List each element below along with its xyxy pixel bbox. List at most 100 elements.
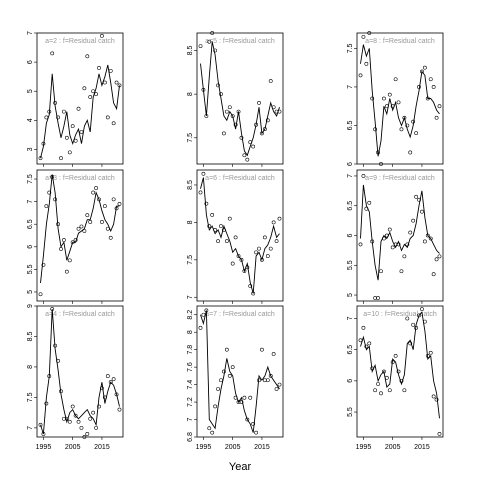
data-point — [414, 325, 418, 330]
y-tick-label: 7 — [347, 174, 354, 178]
data-point — [411, 322, 416, 327]
y-tick-label: 8 — [187, 220, 194, 224]
data-point — [387, 92, 392, 97]
data-point — [59, 389, 63, 394]
y-tick-label: 7 — [187, 417, 194, 421]
data-point — [204, 308, 209, 313]
data-point — [367, 341, 372, 346]
data-point — [390, 360, 395, 365]
data-point — [85, 54, 90, 59]
data-point — [198, 325, 203, 330]
data-point — [41, 432, 46, 436]
data-point — [425, 233, 430, 238]
data-point — [431, 85, 436, 89]
data-point — [224, 239, 229, 244]
data-point — [47, 374, 52, 378]
data-point — [100, 220, 104, 224]
data-point — [361, 34, 366, 39]
data-point — [207, 39, 212, 44]
data-point — [387, 388, 392, 393]
panel-frame — [196, 32, 284, 165]
data-point — [396, 369, 401, 374]
data-point — [50, 307, 55, 311]
data-point — [417, 85, 421, 89]
data-point — [62, 238, 66, 242]
data-point — [79, 224, 84, 229]
data-point — [245, 265, 250, 270]
data-point — [242, 153, 247, 158]
y-tick-label: 8 — [187, 330, 194, 334]
data-point — [431, 394, 436, 399]
data-point — [277, 382, 282, 387]
data-point — [201, 87, 206, 92]
data-point — [59, 156, 63, 161]
data-point — [64, 135, 69, 140]
data-point — [361, 325, 366, 330]
data-point — [224, 347, 229, 352]
data-point — [213, 227, 218, 232]
data-point — [88, 95, 93, 99]
x-tick-label: 2015 — [414, 444, 430, 451]
data-point — [428, 236, 433, 241]
data-point — [94, 186, 98, 190]
data-point — [97, 404, 101, 409]
data-point — [420, 307, 424, 312]
data-point — [382, 96, 386, 101]
data-point — [105, 226, 110, 231]
fitted-line — [40, 308, 120, 435]
data-point — [245, 157, 250, 162]
fitted-line — [360, 184, 440, 281]
data-point — [239, 257, 244, 262]
data-point — [384, 375, 389, 380]
data-point — [56, 115, 60, 120]
data-point — [358, 73, 363, 78]
data-point — [204, 201, 209, 206]
y-tick-label: 7 — [347, 85, 354, 89]
panel-6: 5 5.5 6 6.5 7 a=9 : f=Residual catch — [347, 169, 444, 304]
data-point — [408, 150, 413, 155]
data-point — [437, 431, 442, 436]
data-point — [367, 200, 372, 205]
panel-frame — [356, 32, 444, 165]
y-tick-label: 9 — [27, 304, 34, 308]
y-tick-label: 5 — [27, 89, 34, 93]
data-point — [94, 425, 98, 430]
data-point — [239, 135, 244, 140]
data-point — [260, 347, 264, 352]
data-point — [254, 122, 258, 127]
data-point — [373, 127, 378, 132]
data-point — [91, 190, 96, 195]
data-point — [265, 254, 270, 258]
data-point — [53, 197, 58, 202]
data-point — [219, 92, 223, 97]
data-point — [100, 34, 104, 38]
panel-1: 3 4 5 6 7 a=2 : f=Residual catch — [27, 31, 124, 167]
panel-frame — [196, 169, 284, 302]
data-point — [233, 395, 238, 400]
y-tick-label: 7 — [27, 200, 34, 204]
data-point — [47, 109, 52, 114]
data-point — [405, 123, 410, 128]
data-point — [50, 51, 55, 56]
data-point — [56, 222, 60, 227]
data-point — [248, 395, 253, 400]
x-tick-label: 2005 — [385, 444, 401, 451]
data-point — [425, 96, 430, 101]
y-tick-label: 7.5 — [187, 255, 194, 265]
data-point — [105, 115, 110, 120]
data-point — [91, 410, 96, 415]
data-point — [370, 239, 375, 244]
data-point — [376, 382, 380, 386]
y-tick-label: 6.5 — [27, 219, 34, 229]
data-point — [268, 246, 273, 251]
data-point — [41, 262, 46, 267]
data-point — [376, 150, 380, 155]
data-point — [411, 218, 416, 223]
data-point — [390, 245, 395, 250]
data-point — [38, 422, 43, 427]
data-point — [213, 404, 218, 409]
data-point — [219, 224, 223, 229]
data-point — [230, 114, 235, 118]
data-point — [44, 204, 49, 209]
